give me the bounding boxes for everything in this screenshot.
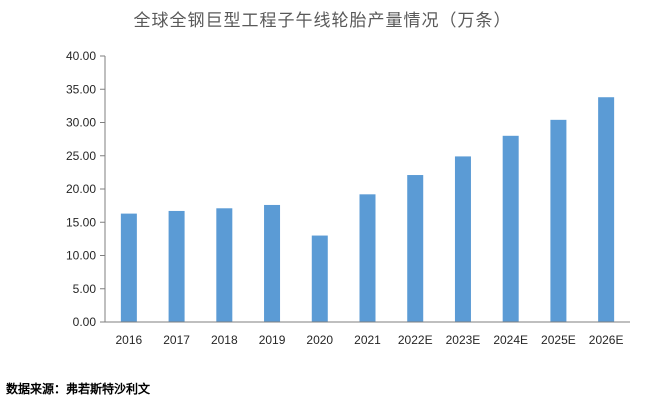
bar-2018 [216, 208, 233, 322]
bar-2023E [454, 156, 471, 322]
bar-2025E [550, 119, 567, 322]
y-tick-label: 30.00 [66, 116, 96, 130]
x-tick-label: 2019 [259, 333, 286, 347]
x-tick-label: 2026E [589, 333, 624, 347]
y-tick-label: 15.00 [66, 215, 96, 229]
bar-2016 [120, 213, 137, 322]
bar-2020 [311, 235, 328, 322]
y-axis: 0.00 5.00 10.00 15.00 20.00 25.00 30.00 35.00 40… [66, 49, 106, 329]
x-tick-label: 2025E [541, 333, 576, 347]
y-tick-label: 5.00 [73, 282, 97, 296]
x-tick-label: 2020 [306, 333, 333, 347]
y-tick-label: 40.00 [66, 49, 96, 63]
x-tick-label: 2021 [354, 333, 381, 347]
x-tick-label: 2016 [116, 333, 143, 347]
y-tick-label: 35.00 [66, 82, 96, 96]
y-tick-label: 25.00 [66, 149, 96, 163]
bar-2022E [407, 175, 424, 322]
x-tick-label: 2022E [398, 333, 433, 347]
bar-2026E [598, 97, 615, 322]
y-tick-label: 20.00 [66, 182, 96, 196]
x-tick-label: 2023E [446, 333, 481, 347]
x-tick-label: 2018 [211, 333, 238, 347]
x-axis: 2016 2017 2018 2019 2020 2021 2022E 2023E 2024E 2… [105, 321, 630, 347]
data-source-note: 数据来源：弗若斯特沙利文 [6, 382, 151, 396]
bar-2024E [502, 135, 519, 322]
bar-2019 [264, 204, 281, 322]
x-tick-label: 2024E [493, 333, 528, 347]
bar-2017 [168, 210, 185, 322]
y-tick-label: 10.00 [66, 249, 96, 263]
x-tick-label: 2017 [163, 333, 190, 347]
bar-2021 [359, 194, 376, 322]
y-tick-label: 0.00 [73, 315, 97, 329]
bars [120, 97, 615, 322]
chart-title: 全球全钢巨型工程子午线轮胎产量情况（万条） [133, 11, 512, 31]
